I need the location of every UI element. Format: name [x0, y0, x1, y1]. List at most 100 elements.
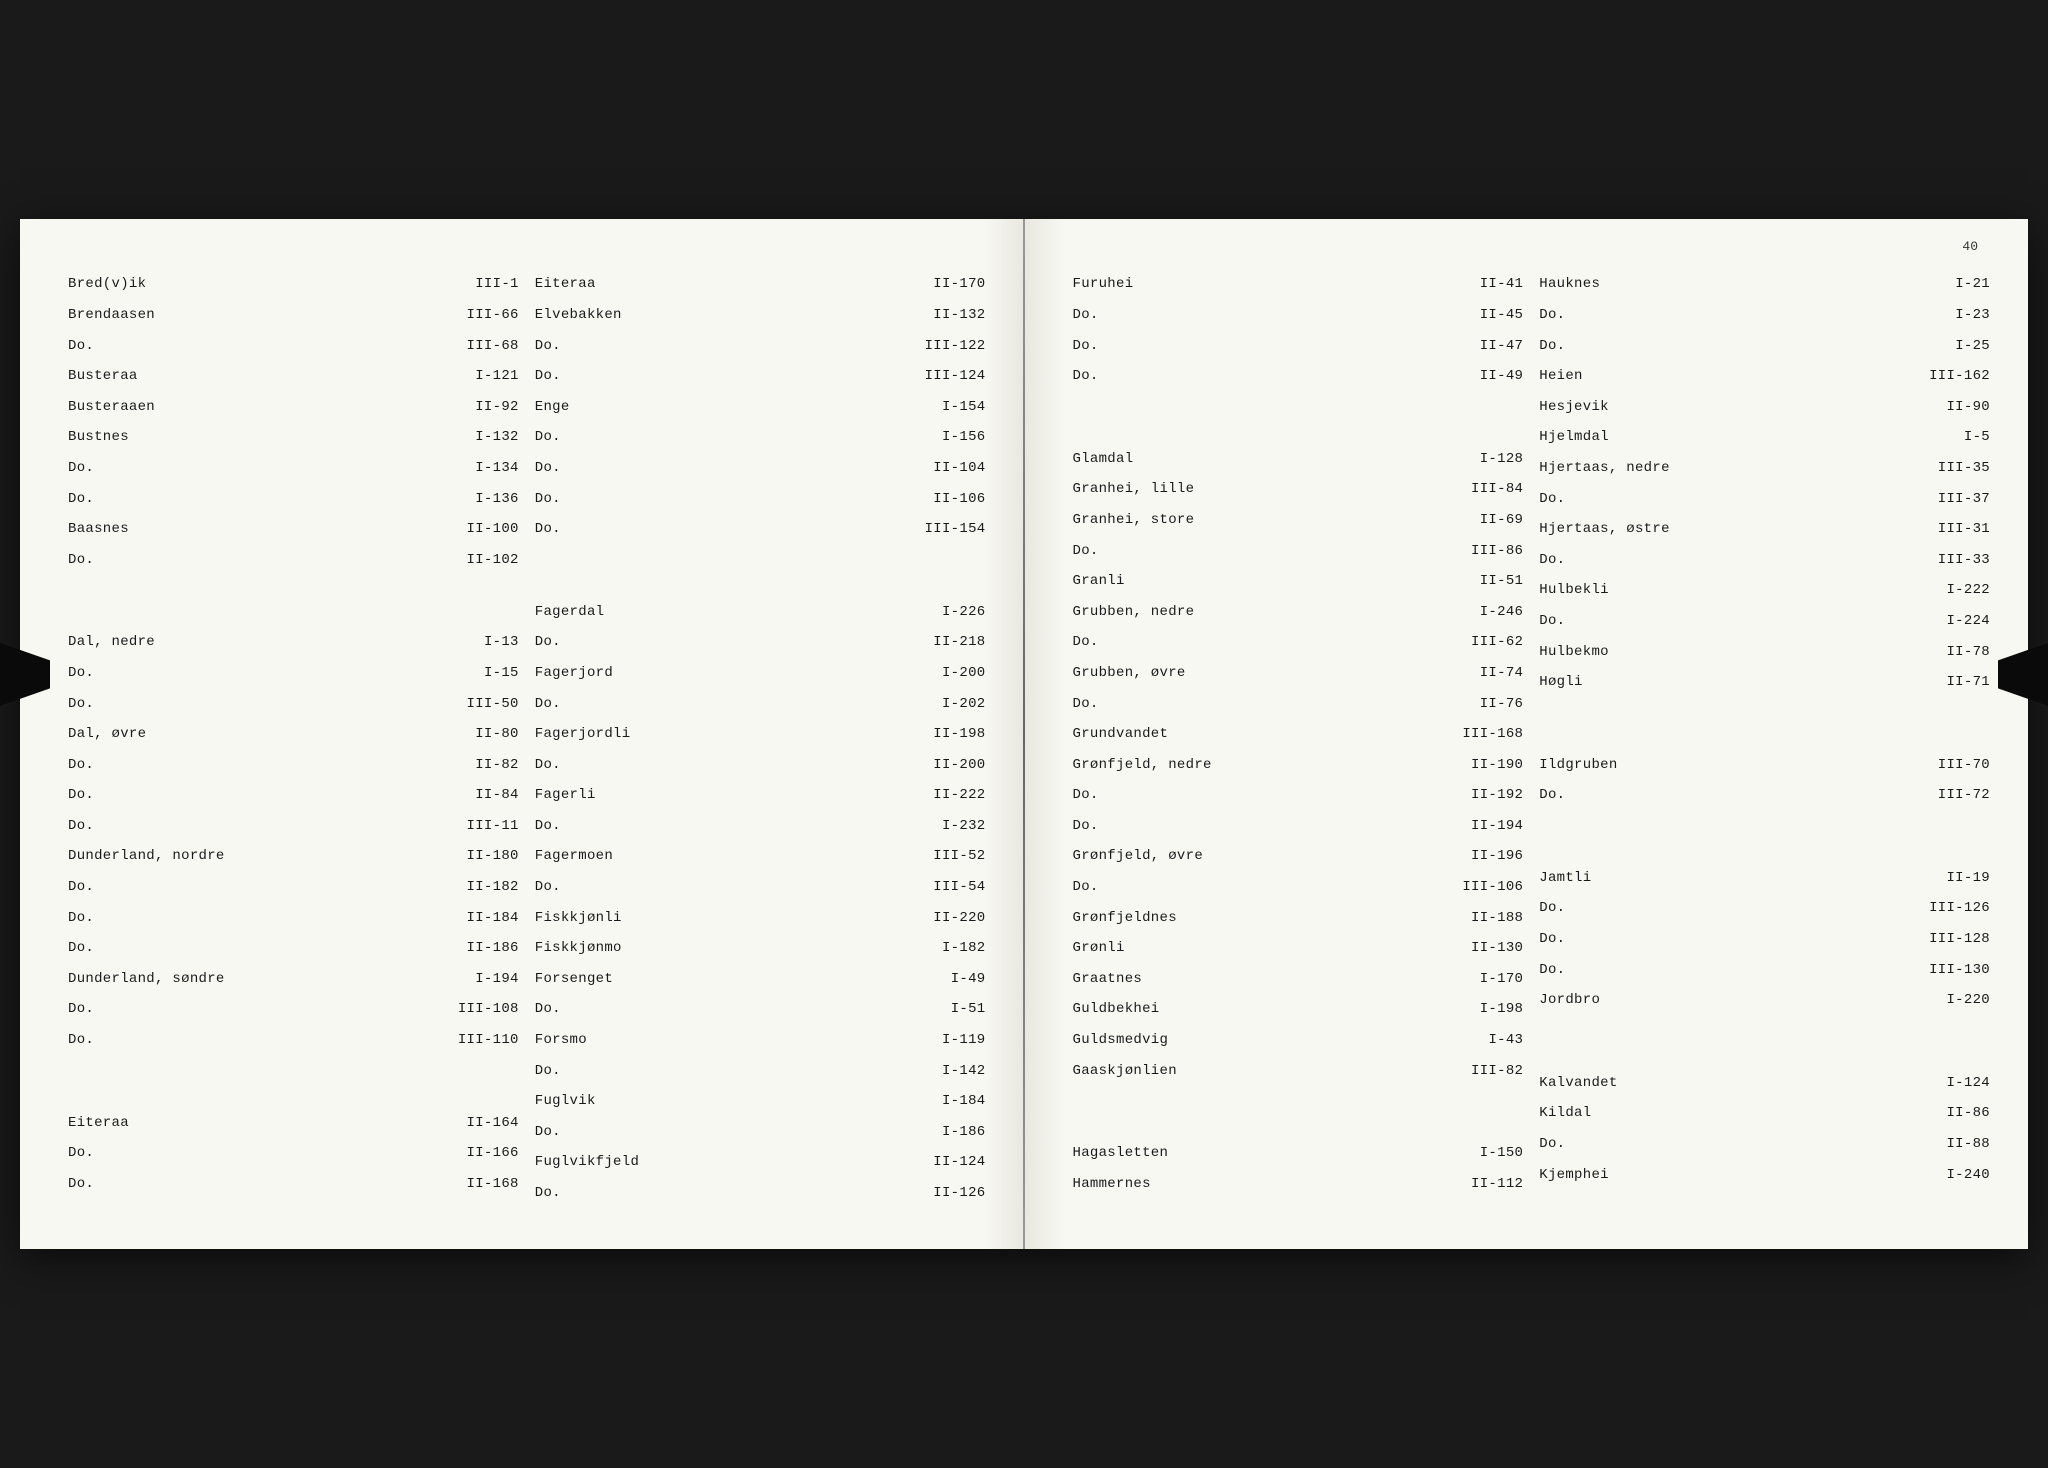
index-entry: Do.II-106 — [527, 484, 994, 515]
entry-ref: III-68 — [429, 333, 519, 360]
entry-ref: I-142 — [896, 1058, 986, 1085]
entry-ref: I-13 — [429, 629, 519, 656]
entry-name: Do. — [535, 363, 896, 390]
entry-name: Do. — [68, 935, 429, 962]
entry-ref: II-102 — [429, 547, 519, 574]
entry-ref: II-112 — [1433, 1171, 1523, 1198]
entry-ref: I-154 — [896, 394, 986, 421]
index-entry: HammernesII-112 — [1065, 1169, 1532, 1200]
entry-name: Hulbekli — [1539, 577, 1900, 604]
entry-name: Do. — [535, 1180, 896, 1207]
entry-ref: II-92 — [429, 394, 519, 421]
entry-ref: III-70 — [1900, 752, 1990, 779]
entry-ref: I-150 — [1433, 1140, 1523, 1167]
left-col2: EiteraaII-170ElvebakkenII-132Do.III-122D… — [527, 269, 994, 1208]
index-entry: Do.II-184 — [60, 903, 527, 934]
index-entry: Do.III-50 — [60, 689, 527, 720]
index-entry: Dunderland, søndreI-194 — [60, 964, 527, 995]
entry-ref: I-246 — [1433, 599, 1523, 626]
index-entry: HeienIII-162 — [1531, 361, 1998, 392]
index-entry: EngeI-154 — [527, 392, 994, 423]
spacer — [527, 545, 994, 571]
index-entry: Do.II-186 — [60, 933, 527, 964]
entry-ref: II-180 — [429, 843, 519, 870]
entry-ref: III-124 — [896, 363, 986, 390]
entry-name: Hulbekmo — [1539, 639, 1900, 666]
entry-name: Do. — [535, 752, 896, 779]
entry-ref: III-54 — [896, 874, 986, 901]
index-entry: Do.II-166 — [60, 1138, 527, 1169]
index-entry: GlamdalI-128 — [1065, 444, 1532, 475]
entry-name: Do. — [1539, 895, 1900, 922]
index-entry: Do.II-126 — [527, 1178, 994, 1209]
entry-name: Forsenget — [535, 966, 896, 993]
index-entry: FuglvikfjeldII-124 — [527, 1147, 994, 1178]
entry-ref: II-168 — [429, 1171, 519, 1198]
entry-ref: III-128 — [1900, 926, 1990, 953]
entry-ref: I-156 — [896, 424, 986, 451]
entry-name: Do. — [1539, 957, 1900, 984]
index-entry: Grønfjeld, nedreII-190 — [1065, 750, 1532, 781]
entry-ref: I-49 — [896, 966, 986, 993]
entry-ref: III-33 — [1900, 547, 1990, 574]
index-entry: Do.III-126 — [1531, 893, 1998, 924]
entry-ref: II-124 — [896, 1149, 986, 1176]
index-entry: HjelmdalI-5 — [1531, 422, 1998, 453]
entry-ref: III-72 — [1900, 782, 1990, 809]
entry-name: Do. — [535, 516, 896, 543]
index-entry: Hjertaas, østreIII-31 — [1531, 514, 1998, 545]
index-entry: ElvebakkenII-132 — [527, 300, 994, 331]
entry-ref: III-1 — [429, 271, 519, 298]
entry-ref: I-232 — [896, 813, 986, 840]
entry-ref: I-128 — [1433, 446, 1523, 473]
entry-name: Grundvandet — [1073, 721, 1434, 748]
index-entry: Do.III-62 — [1065, 627, 1532, 658]
entry-name: Grubben, øvre — [1073, 660, 1434, 687]
entry-name: Do. — [68, 547, 429, 574]
entry-ref: I-51 — [896, 996, 986, 1023]
index-entry: Do.I-51 — [527, 994, 994, 1025]
spacer — [60, 575, 527, 601]
entry-name: Do. — [1539, 608, 1900, 635]
index-entry: FuglvikI-184 — [527, 1086, 994, 1117]
index-entry: Do.I-25 — [1531, 331, 1998, 362]
index-entry: Do.III-128 — [1531, 924, 1998, 955]
entry-ref: III-50 — [429, 691, 519, 718]
spacer — [1065, 418, 1532, 444]
entry-ref: III-31 — [1900, 516, 1990, 543]
entry-ref: II-182 — [429, 874, 519, 901]
index-entry: Do.II-182 — [60, 872, 527, 903]
entry-name: Heien — [1539, 363, 1900, 390]
spacer — [60, 1082, 527, 1108]
index-entry: GrønliII-130 — [1065, 933, 1532, 964]
spacer — [60, 1056, 527, 1082]
entry-name: Do. — [535, 424, 896, 451]
index-entry: Do.III-106 — [1065, 872, 1532, 903]
entry-ref: I-170 — [1433, 966, 1523, 993]
entry-name: Do. — [1073, 782, 1434, 809]
index-entry: GrundvandetIII-168 — [1065, 719, 1532, 750]
index-entry: Do.III-86 — [1065, 536, 1532, 567]
entry-name: Guldsmedvig — [1073, 1027, 1434, 1054]
spacer — [1065, 1112, 1532, 1138]
entry-name: Do. — [68, 996, 429, 1023]
entry-ref: II-41 — [1433, 271, 1523, 298]
entry-ref: II-190 — [1433, 752, 1523, 779]
index-entry: EiteraaII-170 — [527, 269, 994, 300]
entry-ref: II-198 — [896, 721, 986, 748]
index-entry: GuldsmedvigI-43 — [1065, 1025, 1532, 1056]
index-entry: Hjertaas, nedreIII-35 — [1531, 453, 1998, 484]
index-entry: Dal, nedreI-13 — [60, 627, 527, 658]
entry-ref: II-74 — [1433, 660, 1523, 687]
entry-name: Do. — [535, 333, 896, 360]
left-page-content: Bred(v)ikIII-1BrendaasenIII-66Do.III-68B… — [60, 269, 994, 1208]
spacer — [60, 601, 527, 627]
entry-ref: I-136 — [429, 486, 519, 513]
entry-name: Fiskkjønli — [535, 905, 896, 932]
index-entry: Do.III-130 — [1531, 955, 1998, 986]
entry-name: Do. — [535, 1119, 896, 1146]
index-entry: Do.II-88 — [1531, 1129, 1998, 1160]
entry-name: Do. — [68, 486, 429, 513]
index-entry: GuldbekheiI-198 — [1065, 994, 1532, 1025]
entry-ref: II-84 — [429, 782, 519, 809]
